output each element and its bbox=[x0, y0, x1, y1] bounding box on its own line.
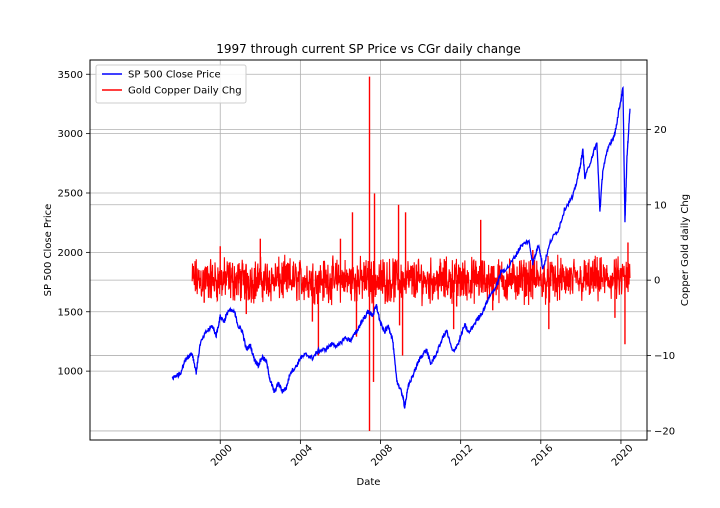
legend-label-sp500: SP 500 Close Price bbox=[128, 70, 221, 81]
series-sp500-line bbox=[171, 86, 631, 409]
y-left-tick-label: 2000 bbox=[58, 248, 83, 259]
legend-label-gold-copper: Gold Copper Daily Chg bbox=[128, 86, 242, 97]
series-gold-copper-line bbox=[191, 254, 631, 307]
y-left-tick-label: 3500 bbox=[58, 70, 83, 81]
chart-title: 1997 through current SP Price vs CGr dai… bbox=[216, 42, 521, 56]
y-left-tick-label: 1500 bbox=[58, 307, 83, 318]
y-axis-right-title: Copper Gold daily Chg bbox=[680, 194, 691, 306]
y-right-tick-label: −20 bbox=[654, 426, 675, 437]
y-axis-left-title: SP 500 Close Price bbox=[43, 204, 54, 297]
y-right-tick-label: 0 bbox=[654, 276, 660, 287]
y-axis-right: −20 −10 0 10 20 bbox=[647, 125, 675, 437]
series-layer bbox=[171, 76, 631, 431]
y-left-tick-label: 2500 bbox=[58, 189, 83, 200]
legend: SP 500 Close Price Gold Copper Daily Chg bbox=[95, 64, 247, 104]
y-axis-left: 1000 1500 2000 2500 3000 3500 bbox=[58, 70, 90, 378]
y-left-tick-label: 1000 bbox=[58, 367, 83, 378]
y-right-tick-label: 20 bbox=[654, 125, 667, 136]
plot-frame bbox=[89, 59, 648, 441]
y-right-tick-label: 10 bbox=[654, 200, 667, 211]
x-axis-title: Date bbox=[357, 477, 381, 488]
y-right-tick-label: −10 bbox=[654, 351, 675, 362]
legend-box bbox=[95, 64, 247, 104]
y-left-tick-label: 3000 bbox=[58, 129, 83, 140]
